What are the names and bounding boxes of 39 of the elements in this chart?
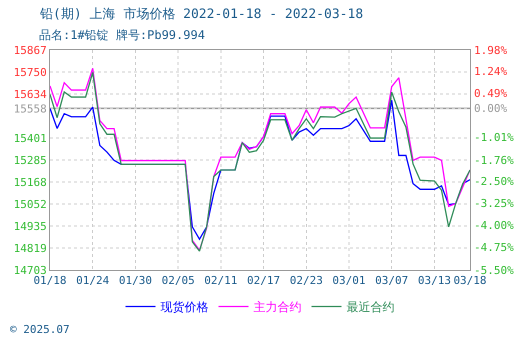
y-tick-label: 14935	[14, 220, 47, 233]
y-tick-label: 15750	[14, 66, 47, 79]
x-tick-label: 02/11	[204, 274, 238, 288]
x-tick-label: 02/05	[162, 274, 195, 288]
y-tick-label: 14819	[14, 242, 47, 255]
y-tick-label: 15558	[14, 102, 47, 116]
y2-tick-label: -5.50%	[474, 264, 514, 277]
y2-tick-label: 1.98%	[474, 44, 508, 57]
y2-tick-label: -4.75%	[474, 241, 514, 254]
y-tick-label: 15867	[14, 44, 47, 57]
chart-subtitle: 品名:1#铅锭 牌号:Pb99.994	[39, 28, 205, 42]
y2-tick-label: -1.01%	[474, 131, 514, 144]
y-tick-label: 15634	[14, 88, 48, 101]
y2-tick-label: -3.25%	[474, 197, 514, 210]
y-tick-label: 15401	[14, 132, 47, 145]
legend-label: 现货价格	[160, 300, 208, 314]
x-tick-label: 01/30	[118, 274, 152, 288]
x-tick-label: 03/13	[418, 274, 451, 288]
y-tick-label: 15168	[14, 176, 47, 189]
y2-tick-label: 1.24%	[474, 65, 508, 78]
x-tick-label: 03/18	[453, 274, 487, 288]
x-tick-label: 02/23	[290, 274, 323, 288]
x-tick-label: 02/17	[246, 274, 280, 288]
y-tick-label: 15285	[14, 154, 47, 167]
y2-tick-label: 0.49%	[474, 87, 508, 100]
y-tick-label: 15052	[14, 198, 47, 211]
x-tick-label: 03/07	[375, 274, 408, 288]
x-tick-label: 03/01	[332, 274, 366, 288]
text: © 2025.07	[10, 323, 70, 336]
y2-tick-label: -4.00%	[474, 219, 514, 232]
chart-title: 铅(期) 上海 市场价格 2022-01-18 - 2022-03-18	[39, 7, 364, 22]
legend-label: 主力合约	[254, 300, 302, 314]
y2-tick-label: 0.00%	[474, 102, 508, 115]
x-tick-label: 01/18	[33, 274, 67, 288]
y2-tick-label: -1.76%	[474, 154, 514, 167]
legend-label: 最近合约	[346, 300, 394, 314]
x-tick-label: 01/24	[76, 274, 110, 288]
y2-tick-label: -2.50%	[474, 175, 514, 188]
y-tick-label: 14703	[14, 264, 47, 277]
